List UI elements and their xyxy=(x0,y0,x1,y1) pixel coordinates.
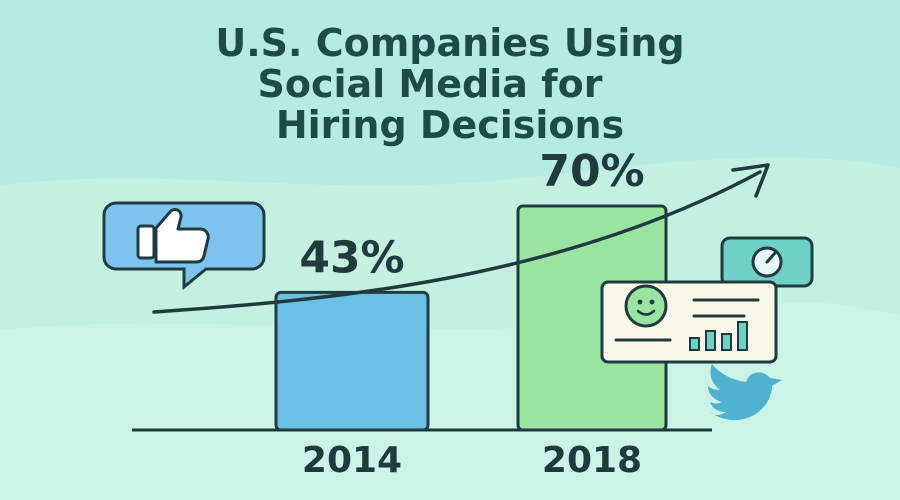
chart-title-line-2: Social Media for xyxy=(258,62,603,106)
x-tick-label-2018: 2018 xyxy=(542,440,642,481)
bars xyxy=(274,204,668,432)
bar-2014 xyxy=(274,290,430,432)
data-label-2018: 70% xyxy=(539,146,644,197)
trend-arrow-icon xyxy=(152,163,770,314)
thumbs-up-icon xyxy=(102,201,266,291)
chart-title-line-3: Hiring Decisions xyxy=(276,103,624,147)
x-tick-label-2014: 2014 xyxy=(302,440,402,481)
chart-title-line-1: U.S. Companies Using xyxy=(215,21,684,65)
data-label-2014: 43% xyxy=(299,232,404,283)
gauge-icon xyxy=(720,236,814,288)
profile-card-icon xyxy=(600,280,778,364)
bird-icon xyxy=(708,364,782,421)
